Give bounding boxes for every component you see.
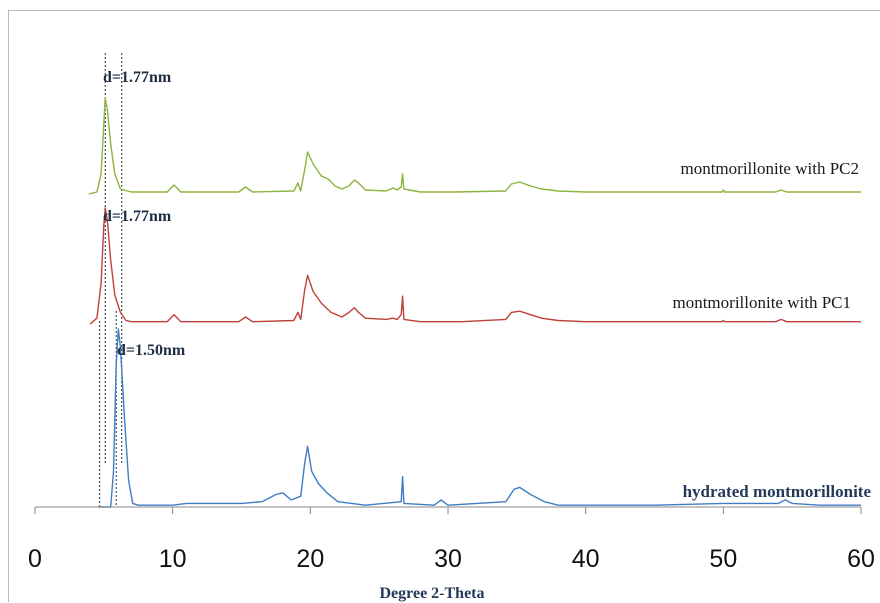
x-tick-label: 50	[709, 545, 737, 573]
labels: montmorillonite with PC2 montmorillonite…	[103, 69, 871, 602]
series-line-3	[98, 328, 861, 508]
x-tick-label: 10	[159, 545, 187, 573]
series-line-2	[89, 207, 861, 325]
series-lines	[88, 97, 861, 508]
x-tick-label: 20	[296, 545, 324, 573]
chart-frame: 0 10 20 30 40 50 60 montmorillonite with PC2 m…	[8, 10, 880, 602]
peak-guide-lines	[99, 53, 123, 507]
series-line-1	[88, 97, 861, 195]
x-axis: 0 10 20 30 40 50 60	[28, 506, 875, 573]
xrd-plot: 0 10 20 30 40 50 60 montmorillonite with PC2 m…	[28, 53, 875, 602]
x-axis-title: Degree 2-Theta	[380, 585, 485, 602]
d-spacing-label-pc1: d=1.77nm	[103, 208, 172, 225]
d-spacing-label-hydrated: d=1.50nm	[117, 342, 186, 359]
series-label-pc2: montmorillonite with PC2	[680, 159, 859, 178]
x-tick-label: 30	[434, 545, 462, 573]
series-label-hydrated: hydrated montmorillonite	[683, 482, 872, 501]
x-tick-label: 0	[28, 545, 42, 573]
x-tick-label: 60	[847, 545, 875, 573]
d-spacing-label-pc2: d=1.77nm	[103, 69, 172, 86]
series-label-pc1: montmorillonite with PC1	[672, 293, 851, 312]
x-tick-label: 40	[572, 545, 600, 573]
